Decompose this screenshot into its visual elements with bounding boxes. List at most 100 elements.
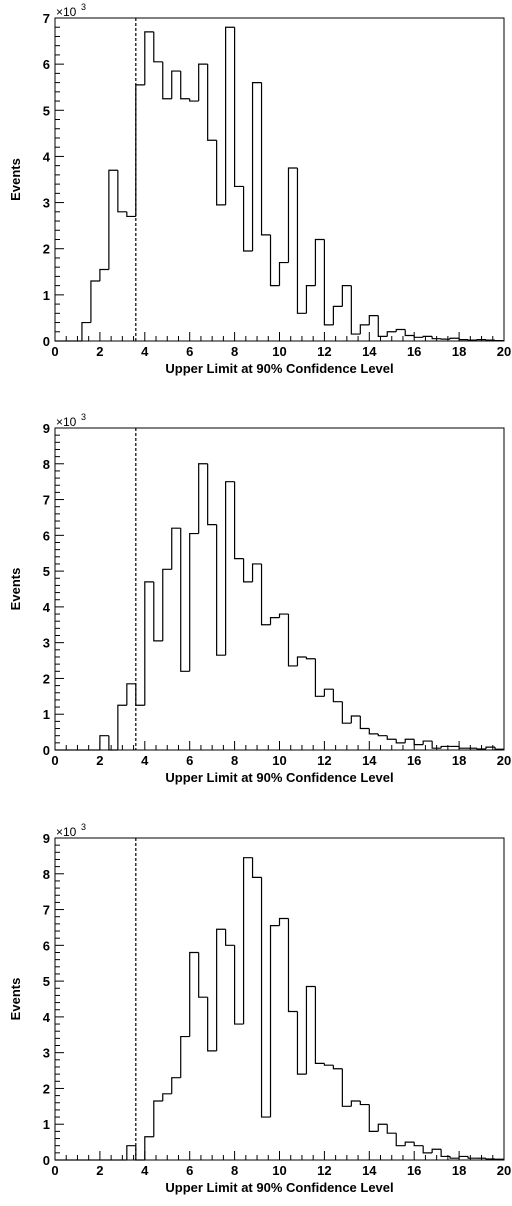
histogram-series [55, 26, 504, 342]
y-multiplier-exponent: 3 [81, 822, 86, 832]
y-tick-label: 4 [43, 600, 51, 615]
y-axis: 0 1 2 3 4 5 6 7 [43, 11, 64, 349]
histogram-bin [242, 186, 253, 252]
histogram-bin [494, 747, 504, 750]
y-tick-label: 2 [43, 1081, 50, 1096]
histogram-bin [251, 563, 262, 582]
x-tick-label: 4 [141, 344, 149, 359]
x-tick-label: 4 [141, 753, 149, 768]
histogram-bin [287, 918, 298, 1013]
x-tick-label: 10 [272, 1163, 286, 1178]
plot-frame [54, 427, 505, 751]
histogram-bin [422, 335, 433, 338]
histogram-bin [171, 527, 181, 570]
histogram-bin [458, 746, 469, 749]
histogram-bin [144, 31, 154, 85]
histogram-bin [431, 1148, 442, 1153]
histogram-bin [162, 568, 172, 641]
histogram-bin [458, 1155, 469, 1159]
histogram-bin [350, 715, 361, 724]
histogram-bin [377, 733, 388, 737]
histogram-bin [269, 617, 280, 625]
histogram-bin [440, 745, 451, 749]
y-axis: 0 1 2 3 4 5 6 7 8 9 [43, 421, 64, 758]
histogram-bin [171, 70, 181, 99]
y-axis-title: Events [8, 568, 23, 611]
histogram-bin [422, 1145, 433, 1154]
histogram-bin [225, 929, 235, 946]
histogram-bin [377, 1123, 388, 1132]
histogram-bin [377, 315, 388, 337]
x-tick-label: 20 [497, 344, 511, 359]
histogram-bin [251, 857, 262, 878]
histogram-bin [180, 71, 190, 100]
x-tick-label: 0 [51, 1163, 58, 1178]
histogram-bin [180, 528, 190, 672]
histogram-bin [323, 1063, 334, 1066]
histogram-bin [207, 463, 217, 526]
histogram-bin [449, 337, 460, 340]
x-tick-label: 20 [497, 753, 511, 768]
x-tick-label: 4 [141, 1163, 149, 1178]
y-tick-label: 6 [43, 938, 50, 953]
histogram-bin [476, 748, 487, 750]
histogram-bin [126, 211, 136, 218]
y-tick-label: 1 [43, 1117, 50, 1132]
histogram-bin [99, 735, 109, 750]
y-tick-label: 2 [43, 671, 50, 686]
y-tick-label: 5 [43, 564, 50, 579]
histogram-bin [395, 328, 406, 332]
x-tick-label: 10 [272, 344, 286, 359]
x-tick-label: 10 [272, 753, 286, 768]
x-tick-label: 6 [186, 1163, 193, 1178]
histogram-bin [413, 335, 424, 338]
y-tick-label: 0 [43, 743, 50, 758]
y-multiplier-label: ×10 [56, 825, 77, 839]
x-axis-title: Upper Limit at 90% Confidence Level [165, 361, 393, 376]
x-tick-label: 16 [407, 753, 421, 768]
histogram-bin [207, 997, 217, 1052]
histogram-bin [314, 658, 325, 697]
histogram-bin [180, 1035, 190, 1078]
histogram-bin [162, 1093, 172, 1101]
y-multiplier-exponent: 3 [81, 2, 86, 12]
x-tick-label: 16 [407, 1163, 421, 1178]
histogram-bin [413, 1142, 424, 1147]
histogram-bin [386, 331, 397, 337]
histogram-bin [216, 928, 226, 1051]
histogram-bin [368, 728, 379, 735]
x-tick-label: 20 [497, 1163, 511, 1178]
histogram-bin [162, 61, 172, 100]
y-tick-label: 8 [43, 867, 50, 882]
histogram-bin [126, 1145, 136, 1160]
histogram-bin [449, 1156, 460, 1159]
histogram-bin [81, 321, 91, 341]
y-tick-label: 1 [43, 707, 50, 722]
histogram-bin [216, 524, 226, 656]
x-tick-label: 6 [186, 344, 193, 359]
y-tick-label: 7 [43, 903, 50, 918]
histogram-bin [153, 1100, 163, 1137]
histogram-bin [278, 261, 289, 286]
y-tick-label: 6 [43, 528, 50, 543]
x-tick-label: 18 [452, 1163, 466, 1178]
x-tick-label: 18 [452, 344, 466, 359]
histogram-bin [153, 581, 163, 642]
histogram-bin [305, 656, 316, 660]
x-axis: 0 2 4 6 8 10 12 14 16 18 20 [51, 1151, 511, 1178]
histogram-bin [485, 746, 496, 749]
histogram-bin [395, 1133, 406, 1147]
histogram-bin [198, 63, 208, 102]
histogram-bin [458, 338, 469, 341]
histogram-bin [189, 98, 199, 102]
x-axis: 0 2 4 6 8 10 12 14 16 18 20 [51, 741, 511, 768]
histogram-bin [368, 315, 379, 325]
histogram-bin [404, 738, 415, 743]
histogram-bin [314, 986, 325, 1064]
y-tick-label: 0 [43, 334, 50, 349]
histogram-bin [144, 1136, 154, 1160]
y-axis-title: Events [8, 158, 23, 201]
histogram-bin [359, 716, 370, 730]
